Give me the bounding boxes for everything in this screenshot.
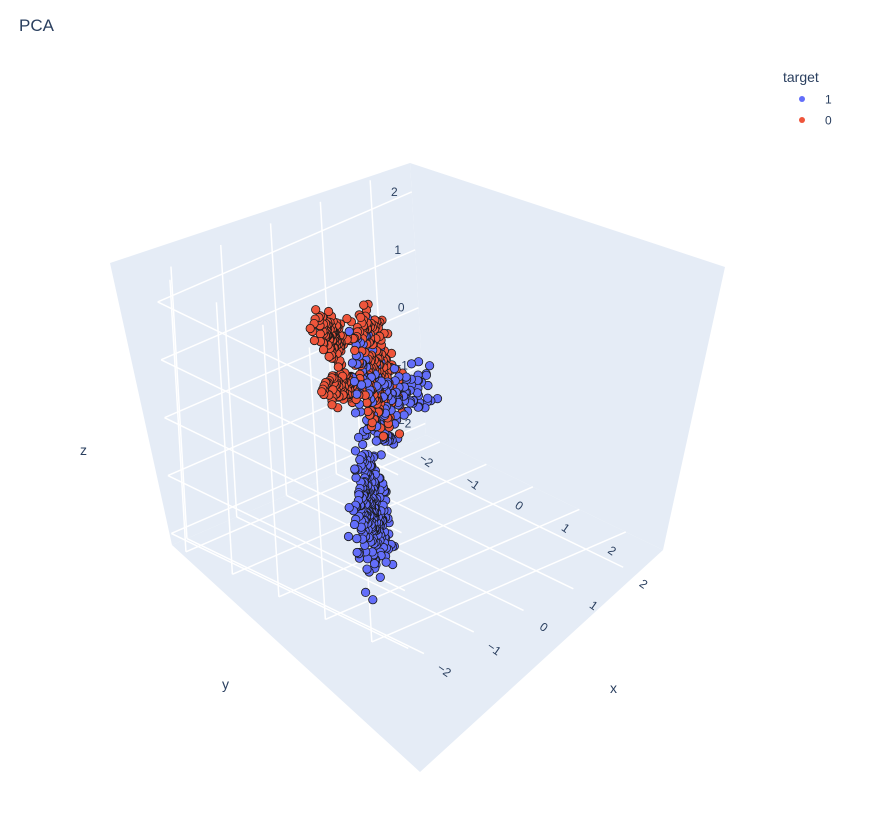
point-target-1 (375, 572, 385, 582)
grid-x-wall-0 (170, 266, 188, 539)
axis-panes (110, 163, 725, 772)
grid-z-left-3 (160, 249, 416, 361)
data-points (305, 299, 443, 605)
pane-back-right (410, 163, 725, 550)
legend-label-0: 0 (825, 114, 832, 128)
point-target-1 (353, 432, 364, 442)
grid-y-floor-3 (325, 508, 580, 621)
point-target-0 (305, 323, 315, 334)
point-target-1 (350, 446, 360, 456)
point-target-0 (317, 387, 327, 397)
x-axis-title: x (610, 680, 617, 696)
point-target-1 (350, 408, 361, 418)
grid-y-wall-3 (308, 347, 327, 620)
legend-item-0[interactable]: 0 (799, 114, 832, 128)
point-target-1 (349, 376, 359, 387)
point-target-0 (311, 305, 321, 315)
pane-floor (172, 435, 663, 772)
y-axis-title: y (222, 676, 229, 692)
legend-label-1: 1 (825, 93, 832, 107)
grid-x-floor-1 (236, 516, 475, 633)
point-target-0 (378, 431, 388, 441)
point-target-0 (309, 335, 319, 346)
z-tick-label-3: 1 (394, 243, 401, 257)
grid-x-floor-2 (286, 494, 524, 612)
point-target-0 (327, 400, 337, 410)
grid-y-wall-0 (169, 279, 187, 552)
point-target-1 (347, 358, 357, 368)
point-target-1 (362, 564, 372, 574)
z-tick-label-2: 0 (398, 301, 405, 315)
point-target-1 (368, 595, 378, 605)
grid-y-floor-4 (371, 531, 627, 643)
point-target-1 (369, 559, 380, 569)
point-target-0 (333, 362, 343, 372)
point-target-1 (352, 547, 362, 558)
point-target-1 (344, 502, 354, 513)
point-target-1 (351, 473, 361, 483)
point-target-1 (406, 359, 417, 369)
point-target-1 (343, 531, 354, 542)
grid-x-floor-0 (186, 537, 425, 655)
grid-x-floor-4 (385, 451, 624, 568)
grid-y-wall-2 (262, 324, 280, 597)
grid-z-right-0 (170, 532, 409, 650)
point-target-1 (358, 439, 368, 450)
grid-z-left-4 (157, 191, 413, 303)
z-tick-label-0: −2 (398, 416, 412, 430)
point-target-1 (360, 587, 371, 598)
x-tick-label-4: 2 (637, 576, 651, 591)
point-target-1 (355, 455, 365, 465)
grid-x-wall-1 (219, 244, 238, 518)
z-axis-title: z (80, 442, 87, 458)
point-target-0 (394, 429, 405, 439)
legend: target 1 0 (783, 69, 832, 128)
legend-marker-0 (799, 117, 805, 123)
point-target-1 (423, 393, 433, 403)
point-target-0 (342, 313, 352, 324)
point-target-0 (318, 345, 329, 355)
chart-title: PCA (19, 16, 55, 35)
point-target-0 (356, 312, 366, 322)
z-tick-label-1: −1 (394, 359, 408, 373)
point-target-0 (323, 306, 334, 317)
grid-y-floor-0 (185, 441, 441, 553)
point-target-0 (324, 351, 334, 362)
point-target-0 (359, 300, 369, 310)
legend-item-1[interactable]: 1 (799, 93, 832, 107)
grid-y-floor-2 (278, 486, 534, 598)
grid-y-wall-1 (215, 302, 234, 575)
z-tick-label-4: 2 (391, 185, 398, 199)
point-target-1 (349, 519, 360, 530)
point-target-1 (344, 326, 354, 336)
point-target-1 (424, 361, 435, 371)
point-target-1 (352, 533, 362, 544)
legend-marker-1 (799, 96, 805, 102)
point-target-1 (350, 464, 360, 474)
grid-x-wall-2 (269, 223, 288, 496)
point-target-0 (362, 398, 372, 408)
point-target-0 (315, 329, 325, 339)
point-target-1 (371, 436, 381, 446)
point-target-1 (352, 389, 362, 399)
legend-title: target (783, 69, 819, 85)
point-target-1 (381, 557, 391, 567)
point-target-0 (350, 345, 360, 355)
